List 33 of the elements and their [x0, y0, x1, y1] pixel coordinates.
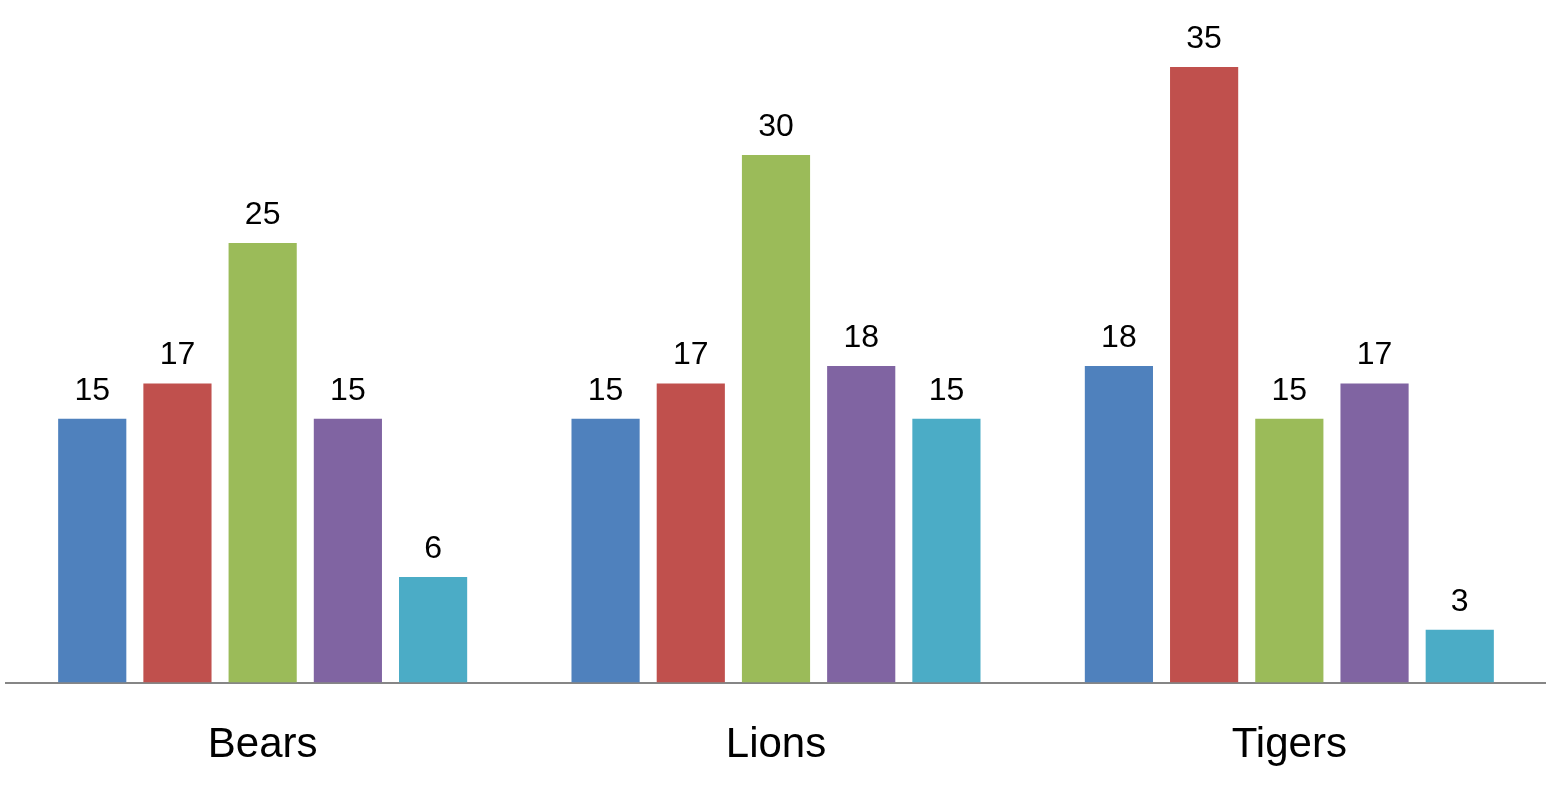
bar: [228, 242, 297, 683]
data-label: 25: [244, 194, 281, 231]
bar: [827, 366, 896, 683]
bar: [143, 383, 212, 683]
bar: [656, 383, 725, 683]
data-label: 17: [1356, 335, 1393, 372]
bar: [1255, 418, 1324, 683]
data-label: 3: [1450, 581, 1469, 618]
x-tick-label: Bears: [207, 719, 318, 767]
data-label: 15: [1271, 370, 1308, 407]
data-label: 18: [843, 317, 880, 354]
data-label: 17: [672, 335, 709, 372]
bar: [571, 418, 640, 683]
data-label: 17: [159, 335, 196, 372]
bar: [399, 577, 468, 683]
bar: [912, 418, 981, 683]
data-label: 15: [587, 370, 624, 407]
data-label: 30: [758, 106, 794, 143]
bar: [1170, 67, 1239, 683]
data-label: 15: [74, 370, 111, 407]
data-label: 15: [928, 370, 965, 407]
data-label: 35: [1186, 18, 1222, 55]
bar: [741, 154, 811, 683]
data-label: 15: [330, 370, 366, 407]
bar: [58, 418, 127, 683]
data-label: 6: [424, 528, 442, 565]
bar: [1425, 629, 1494, 683]
bar: [1084, 366, 1153, 683]
data-label: 18: [1101, 317, 1137, 354]
x-tick-label: Tigers: [1231, 719, 1347, 767]
x-tick-label: Lions: [725, 719, 827, 767]
bar: [1340, 383, 1409, 683]
bar: [313, 418, 382, 683]
